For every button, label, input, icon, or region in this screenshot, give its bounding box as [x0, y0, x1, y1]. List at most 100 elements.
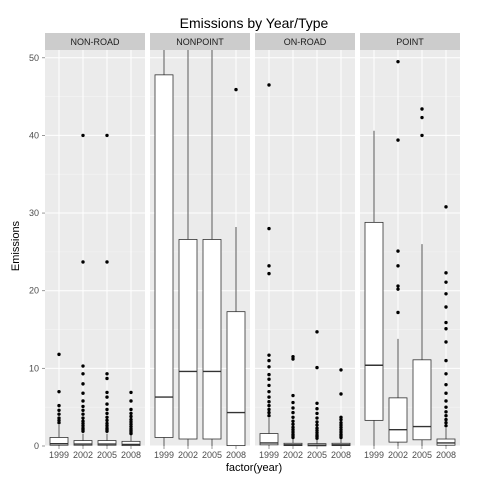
- y-axis-title: Emissions: [10, 220, 22, 271]
- outlier-point: [129, 417, 133, 422]
- outlier-point: [267, 264, 271, 268]
- outlier-point: [267, 358, 271, 363]
- box-2002: [283, 355, 303, 447]
- x-tick-label: 1999: [364, 450, 384, 460]
- box-2008: [121, 390, 141, 447]
- outlier-point: [315, 330, 319, 334]
- outlier-point: [396, 310, 400, 315]
- outlier-point: [444, 205, 448, 209]
- outlier-point: [291, 357, 295, 361]
- outlier-point: [339, 421, 343, 425]
- x-tick-label: 2008: [121, 450, 141, 460]
- x-tick-label: 2008: [331, 450, 351, 460]
- outlier-point: [105, 421, 109, 426]
- outlier-point: [291, 406, 295, 410]
- outlier-point: [315, 431, 319, 435]
- outlier-point: [444, 327, 448, 331]
- outlier-point: [81, 391, 85, 395]
- box-iqr: [121, 440, 141, 447]
- outlier-point: [267, 377, 271, 381]
- outlier-point: [315, 423, 319, 427]
- outlier-point: [444, 305, 448, 309]
- y-tick-label: 30: [29, 208, 39, 218]
- outlier-point: [105, 395, 109, 399]
- y-tick-label: 0: [34, 441, 39, 451]
- outlier-point: [81, 133, 85, 138]
- outlier-point: [105, 133, 109, 138]
- outlier-point: [267, 353, 271, 357]
- box-2008: [331, 368, 351, 447]
- x-tick-label: 2005: [307, 450, 327, 460]
- outlier-point: [396, 138, 400, 142]
- outlier-point: [444, 358, 448, 363]
- box-iqr: [226, 311, 246, 447]
- x-tick-label: 1999: [154, 450, 174, 460]
- facet-panels: NON-ROAD 1999 2002 2005 2008 NONPOINT 1999 2002…: [45, 33, 460, 460]
- outlier-point: [315, 426, 319, 430]
- box-2005: [97, 133, 117, 446]
- outlier-point: [129, 424, 133, 429]
- box-iqr: [412, 359, 432, 441]
- outlier-point: [420, 133, 424, 138]
- box-2002: [388, 59, 408, 446]
- facet-panel-nonpoint: NONPOINT 1999 2002 2005 2008: [150, 33, 250, 460]
- outlier-point: [339, 368, 343, 372]
- outlier-point: [81, 416, 85, 420]
- outlier-point: [57, 389, 61, 394]
- x-tick-label: 2002: [283, 450, 303, 460]
- outlier-point: [267, 83, 271, 87]
- outlier-point: [291, 430, 295, 434]
- box-1999: [259, 83, 279, 446]
- outlier-point: [81, 408, 85, 412]
- x-tick-label: 2005: [97, 450, 117, 460]
- outlier-point: [396, 287, 400, 291]
- outlier-point: [315, 365, 319, 370]
- outlier-point: [57, 416, 61, 420]
- outlier-point: [396, 249, 400, 253]
- outlier-point: [267, 400, 271, 404]
- outlier-point: [291, 355, 295, 359]
- strip-background: [150, 33, 250, 50]
- box-2005: [307, 330, 327, 447]
- x-tick-label: 2005: [202, 450, 222, 460]
- outlier-point: [105, 390, 109, 395]
- x-axis-title: factor(year): [226, 462, 282, 474]
- x-tick-label: 2005: [412, 450, 432, 460]
- box-iqr: [97, 440, 117, 446]
- outlier-point: [339, 427, 343, 432]
- y-tick-label: 10: [29, 363, 39, 373]
- box-iqr: [259, 433, 279, 446]
- outlier-point: [339, 425, 343, 430]
- outlier-point: [267, 414, 271, 418]
- y-tick-label: 50: [29, 53, 39, 63]
- outlier-point: [267, 403, 271, 408]
- x-tick-label: 2002: [73, 450, 93, 460]
- outlier-point: [129, 407, 133, 412]
- outlier-point: [444, 421, 448, 425]
- outlier-point: [444, 320, 448, 325]
- box-1999: [364, 130, 384, 446]
- outlier-point: [396, 264, 400, 268]
- outlier-point: [105, 415, 109, 419]
- outlier-point: [339, 392, 343, 396]
- outlier-point: [57, 418, 61, 423]
- outlier-point: [444, 417, 448, 422]
- outlier-point: [81, 424, 85, 428]
- outlier-point: [315, 401, 319, 405]
- outlier-point: [105, 424, 109, 428]
- outlier-point: [396, 284, 400, 288]
- panel-background: [45, 50, 145, 446]
- outlier-point: [105, 418, 109, 423]
- panel-background: [255, 50, 355, 446]
- box-1999: [154, 50, 174, 446]
- box-iqr: [202, 239, 222, 440]
- outlier-point: [267, 365, 271, 369]
- box-iqr: [364, 221, 384, 421]
- outlier-point: [444, 372, 448, 376]
- outlier-point: [291, 415, 295, 419]
- outlier-point: [315, 428, 319, 433]
- outlier-point: [105, 402, 109, 406]
- outlier-point: [291, 432, 295, 437]
- box-2005: [412, 107, 432, 446]
